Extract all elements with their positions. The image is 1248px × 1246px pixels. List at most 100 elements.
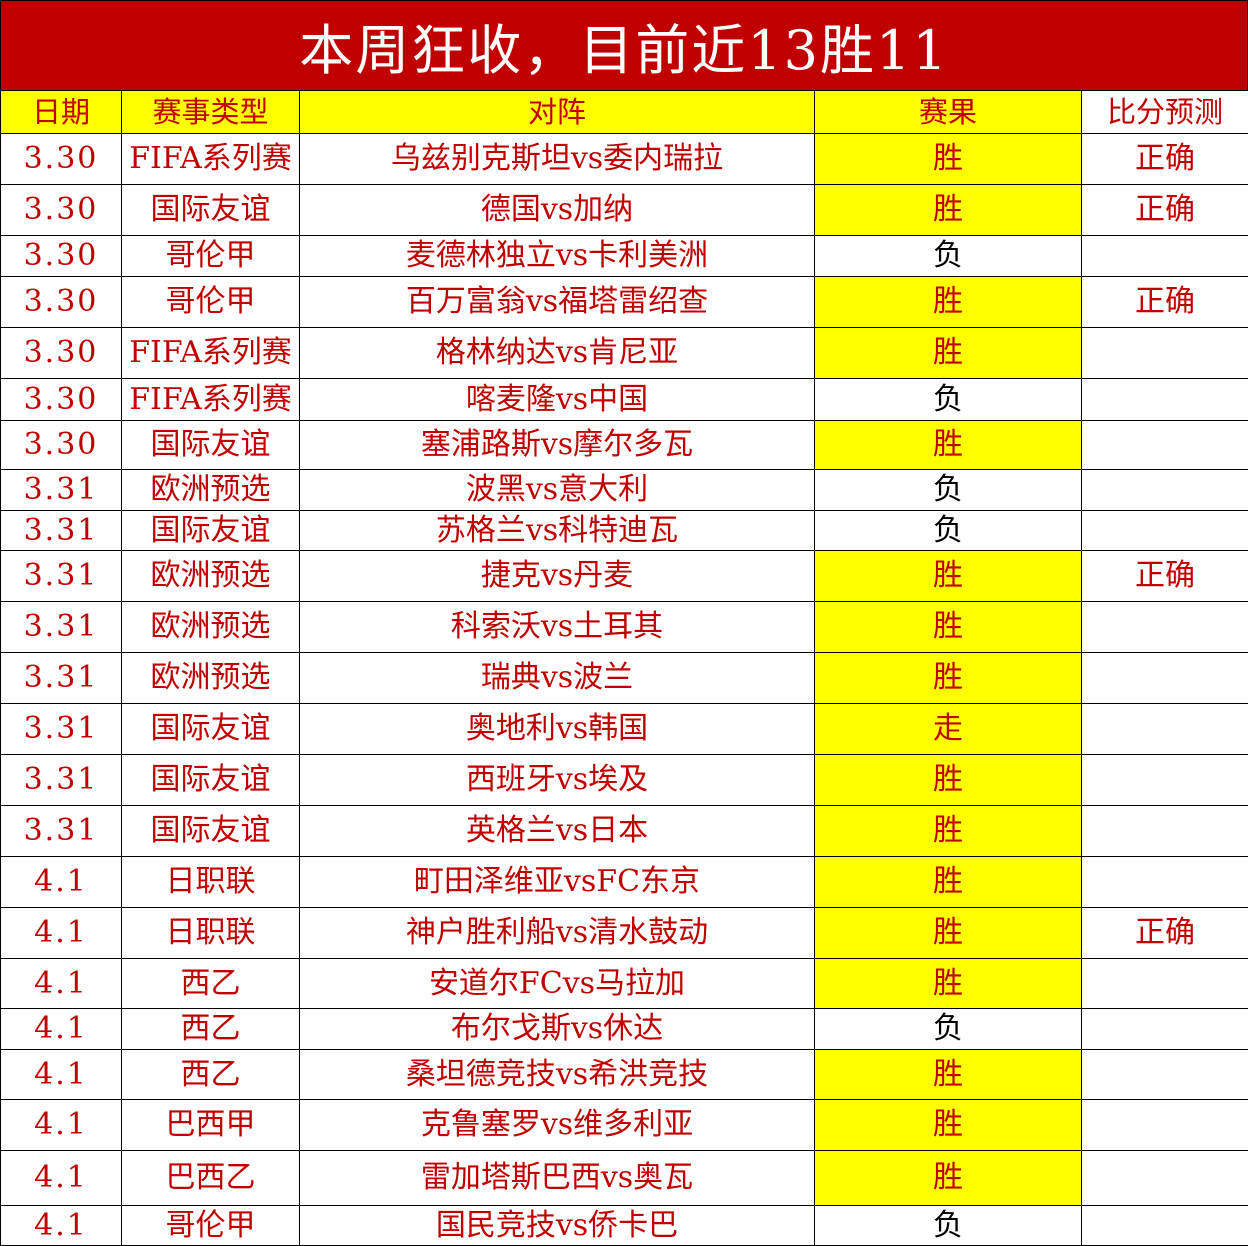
table-row: 3.31 国际友谊 苏格兰vs科特迪瓦负	[0, 510, 1248, 551]
date-cell: 3.31	[0, 550, 122, 602]
table-row: 4.1 日职联 町田泽维亚vsFC东京胜	[0, 856, 1248, 908]
date-cell: 4.1	[0, 1099, 122, 1151]
match-cell: 桑坦德竞技vs希洪竞技	[299, 1049, 815, 1100]
league-cell: 哥伦甲	[121, 235, 300, 277]
date-cell: 4.1	[0, 1150, 122, 1206]
league-cell: 国际友谊	[121, 805, 300, 857]
league-cell: 国际友谊	[121, 184, 300, 236]
result-cell: 胜	[814, 184, 1082, 236]
result-cell: 胜	[814, 805, 1082, 857]
result-cell: 胜	[814, 420, 1082, 470]
date-cell: 3.31	[0, 469, 122, 511]
score-prediction-cell	[1081, 510, 1248, 551]
league-cell: 欧洲预选	[121, 469, 300, 511]
match-cell: 波黑vs意大利	[299, 469, 815, 511]
league-cell: FIFA系列赛	[121, 378, 300, 421]
table-row: 3.31 国际友谊 英格兰vs日本胜	[0, 805, 1248, 857]
league-cell: 西乙	[121, 1008, 300, 1050]
result-cell: 胜	[814, 754, 1082, 806]
table-row: 3.31 欧洲预选 瑞典vs波兰胜	[0, 652, 1248, 704]
match-cell: 科索沃vs土耳其	[299, 601, 815, 653]
table-row: 3.30 哥伦甲 百万富翁vs福塔雷绍查胜正确	[0, 276, 1248, 328]
match-cell: 百万富翁vs福塔雷绍查	[299, 276, 815, 328]
header-league: 赛事类型	[121, 90, 300, 134]
result-cell: 负	[814, 1008, 1082, 1050]
score-prediction-cell	[1081, 1205, 1248, 1246]
date-cell: 4.1	[0, 1008, 122, 1050]
table-row: 4.1 西乙 桑坦德竞技vs希洪竞技胜	[0, 1049, 1248, 1100]
result-cell: 胜	[814, 550, 1082, 602]
score-prediction-cell	[1081, 856, 1248, 908]
date-cell: 3.31	[0, 601, 122, 653]
score-prediction-cell	[1081, 469, 1248, 511]
match-cell: 瑞典vs波兰	[299, 652, 815, 704]
table-row: 3.30 FIFA系列赛 乌兹别克斯坦vs委内瑞拉胜正确	[0, 133, 1248, 185]
match-cell: 苏格兰vs科特迪瓦	[299, 510, 815, 551]
table-row: 4.1 日职联 神户胜利船vs清水鼓动胜正确	[0, 907, 1248, 959]
date-cell: 4.1	[0, 907, 122, 959]
league-cell: 国际友谊	[121, 754, 300, 806]
table-row: 3.31 欧洲预选 科索沃vs土耳其胜	[0, 601, 1248, 653]
result-cell: 负	[814, 378, 1082, 421]
match-cell: 雷加塔斯巴西vs奥瓦	[299, 1150, 815, 1206]
result-cell: 胜	[814, 1049, 1082, 1100]
score-prediction-cell: 正确	[1081, 276, 1248, 328]
table-row: 3.30 FIFA系列赛 格林纳达vs肯尼亚胜	[0, 327, 1248, 379]
league-cell: 西乙	[121, 958, 300, 1009]
match-cell: 德国vs加纳	[299, 184, 815, 236]
score-prediction-cell	[1081, 420, 1248, 470]
score-prediction-cell	[1081, 327, 1248, 379]
match-cell: 克鲁塞罗vs维多利亚	[299, 1099, 815, 1151]
score-prediction-cell	[1081, 754, 1248, 806]
league-cell: 巴西乙	[121, 1150, 300, 1206]
table-row: 4.1 西乙 布尔戈斯vs休达负	[0, 1008, 1248, 1050]
score-prediction-cell: 正确	[1081, 550, 1248, 602]
league-cell: 欧洲预选	[121, 601, 300, 653]
result-cell: 胜	[814, 1099, 1082, 1151]
match-cell: 麦德林独立vs卡利美洲	[299, 235, 815, 277]
score-prediction-cell	[1081, 703, 1248, 755]
score-prediction-cell	[1081, 378, 1248, 421]
table-row: 3.30 FIFA系列赛 喀麦隆vs中国负	[0, 378, 1248, 421]
table-row: 3.30 国际友谊 塞浦路斯vs摩尔多瓦胜	[0, 420, 1248, 470]
league-cell: 国际友谊	[121, 420, 300, 470]
league-cell: 日职联	[121, 856, 300, 908]
table-row: 4.1 哥伦甲 国民竞技vs侨卡巴负	[0, 1205, 1248, 1246]
header-result: 赛果	[814, 90, 1082, 134]
date-cell: 3.30	[0, 235, 122, 277]
header-match: 对阵	[299, 90, 815, 134]
result-cell: 负	[814, 510, 1082, 551]
date-cell: 4.1	[0, 856, 122, 908]
result-cell: 胜	[814, 856, 1082, 908]
results-table: 日期 赛事类型 对阵 赛果 比分预测 3.30 FIFA系列赛 乌兹别克斯坦vs委内…	[0, 90, 1248, 1246]
result-cell: 负	[814, 469, 1082, 511]
date-cell: 3.30	[0, 327, 122, 379]
result-cell: 胜	[814, 958, 1082, 1009]
result-cell: 胜	[814, 601, 1082, 653]
league-cell: 巴西甲	[121, 1099, 300, 1151]
score-prediction-cell	[1081, 652, 1248, 704]
result-cell: 负	[814, 1205, 1082, 1246]
score-prediction-cell	[1081, 235, 1248, 277]
match-cell: 喀麦隆vs中国	[299, 378, 815, 421]
table-row: 4.1 西乙 安道尔FCvs马拉加胜	[0, 958, 1248, 1009]
match-cell: 町田泽维亚vsFC东京	[299, 856, 815, 908]
match-cell: 塞浦路斯vs摩尔多瓦	[299, 420, 815, 470]
date-cell: 3.30	[0, 184, 122, 236]
match-cell: 格林纳达vs肯尼亚	[299, 327, 815, 379]
result-cell: 胜	[814, 327, 1082, 379]
result-cell: 胜	[814, 133, 1082, 185]
league-cell: 国际友谊	[121, 703, 300, 755]
score-prediction-cell	[1081, 1150, 1248, 1206]
score-prediction-cell: 正确	[1081, 184, 1248, 236]
date-cell: 3.30	[0, 378, 122, 421]
match-cell: 国民竞技vs侨卡巴	[299, 1205, 815, 1246]
result-cell: 走	[814, 703, 1082, 755]
table-row: 3.31 欧洲预选 波黑vs意大利负	[0, 469, 1248, 511]
table-row: 3.30 哥伦甲 麦德林独立vs卡利美洲负	[0, 235, 1248, 277]
date-cell: 3.30	[0, 133, 122, 185]
score-prediction-cell: 正确	[1081, 907, 1248, 959]
league-cell: 哥伦甲	[121, 276, 300, 328]
result-cell: 胜	[814, 907, 1082, 959]
match-cell: 神户胜利船vs清水鼓动	[299, 907, 815, 959]
